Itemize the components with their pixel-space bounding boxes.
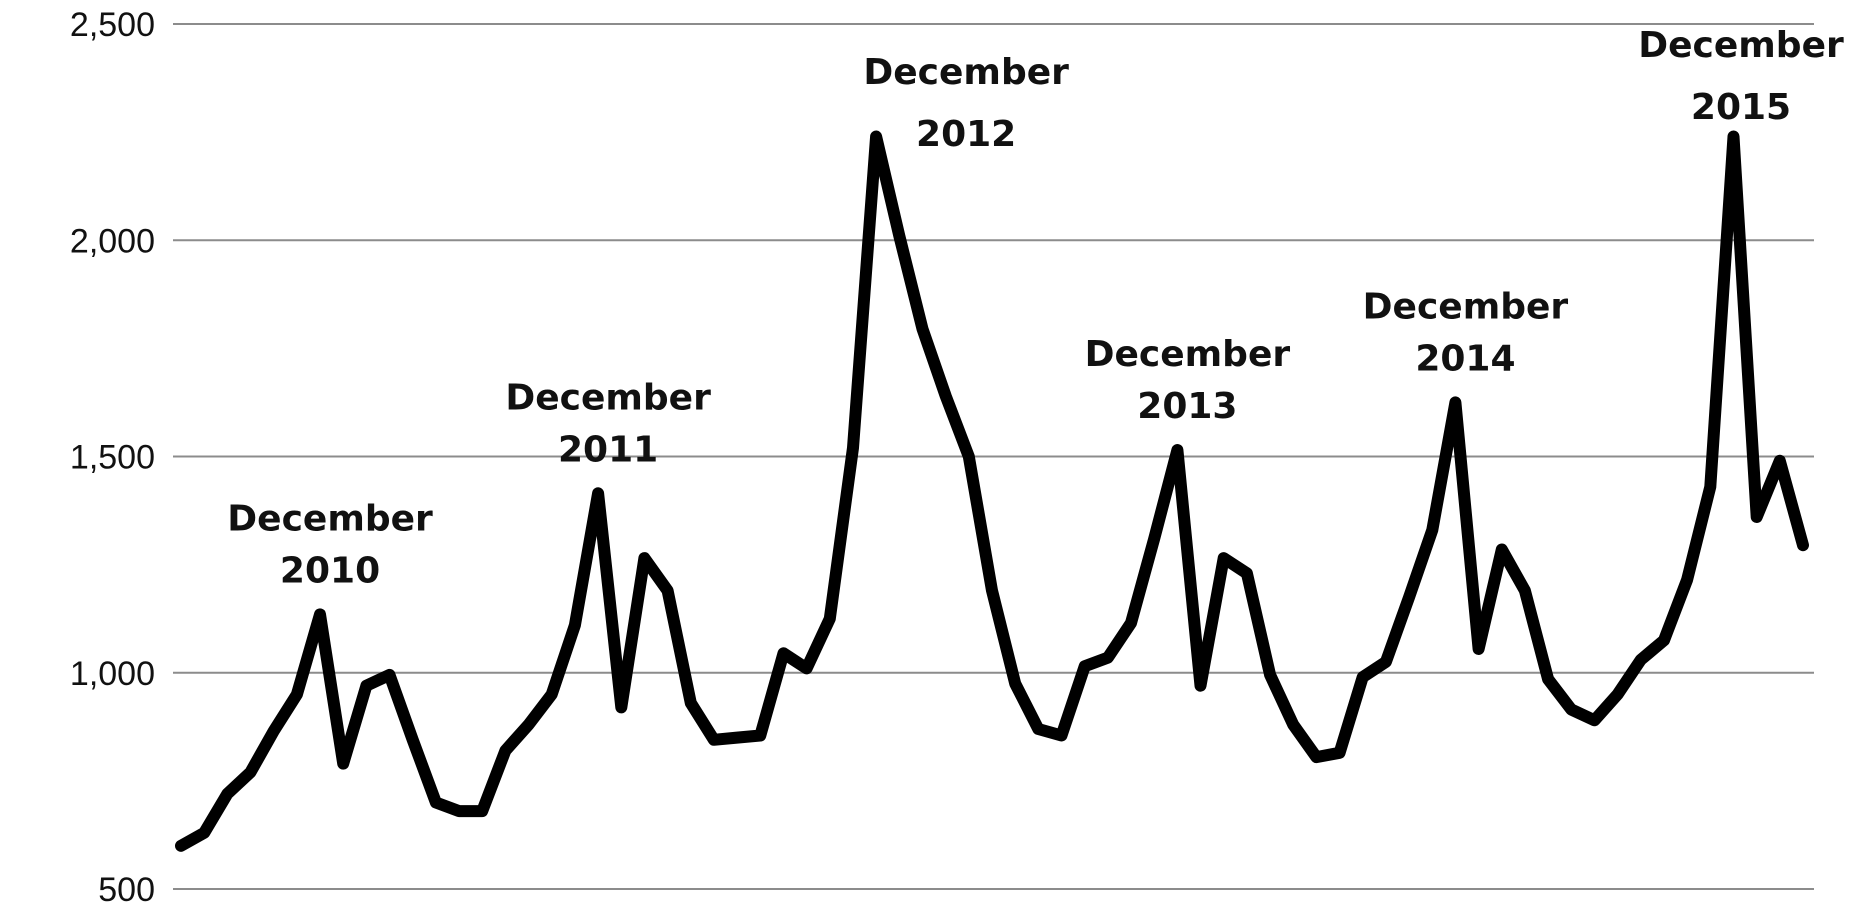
series-layer (175, 130, 1809, 852)
annotation-label-year: 2014 (1415, 338, 1515, 379)
y-tick-label: 2,000 (70, 222, 155, 260)
annotation-label-month: December (227, 498, 433, 539)
annotation-label-year: 2011 (558, 429, 658, 470)
annotation-label-month: December (1363, 286, 1569, 327)
y-tick-label: 500 (98, 871, 155, 904)
annotation-label-year: 2012 (916, 114, 1016, 155)
annotation-2012: December 2012 (863, 52, 1069, 155)
annotation-label-year: 2015 (1691, 87, 1791, 128)
annotation-label-month: December (1638, 25, 1844, 66)
peak-annotations: December2010December2011December2012Dece… (227, 25, 1844, 591)
annotation-label-year: 2013 (1137, 386, 1237, 427)
annotation-2010: December 2010 (227, 498, 433, 591)
annotation-2015: December 2015 (1638, 25, 1844, 128)
annotation-label-year: 2010 (280, 550, 380, 591)
annotation-2013: December 2013 (1085, 334, 1291, 427)
annotation-label-month: December (1085, 334, 1291, 375)
annotation-2014: December 2014 (1363, 286, 1569, 379)
annotation-2011: December 2011 (505, 377, 711, 470)
y-tick-label: 2,500 (70, 6, 155, 44)
annotation-label-month: December (863, 52, 1069, 93)
y-tick-label: 1,500 (70, 439, 155, 477)
y-tick-label: 1,000 (70, 655, 155, 693)
annotation-label-month: December (505, 377, 711, 418)
series-line (175, 130, 1809, 852)
y-axis-tick-labels: 500 1,000 1,500 2,000 2,500 (70, 6, 155, 904)
